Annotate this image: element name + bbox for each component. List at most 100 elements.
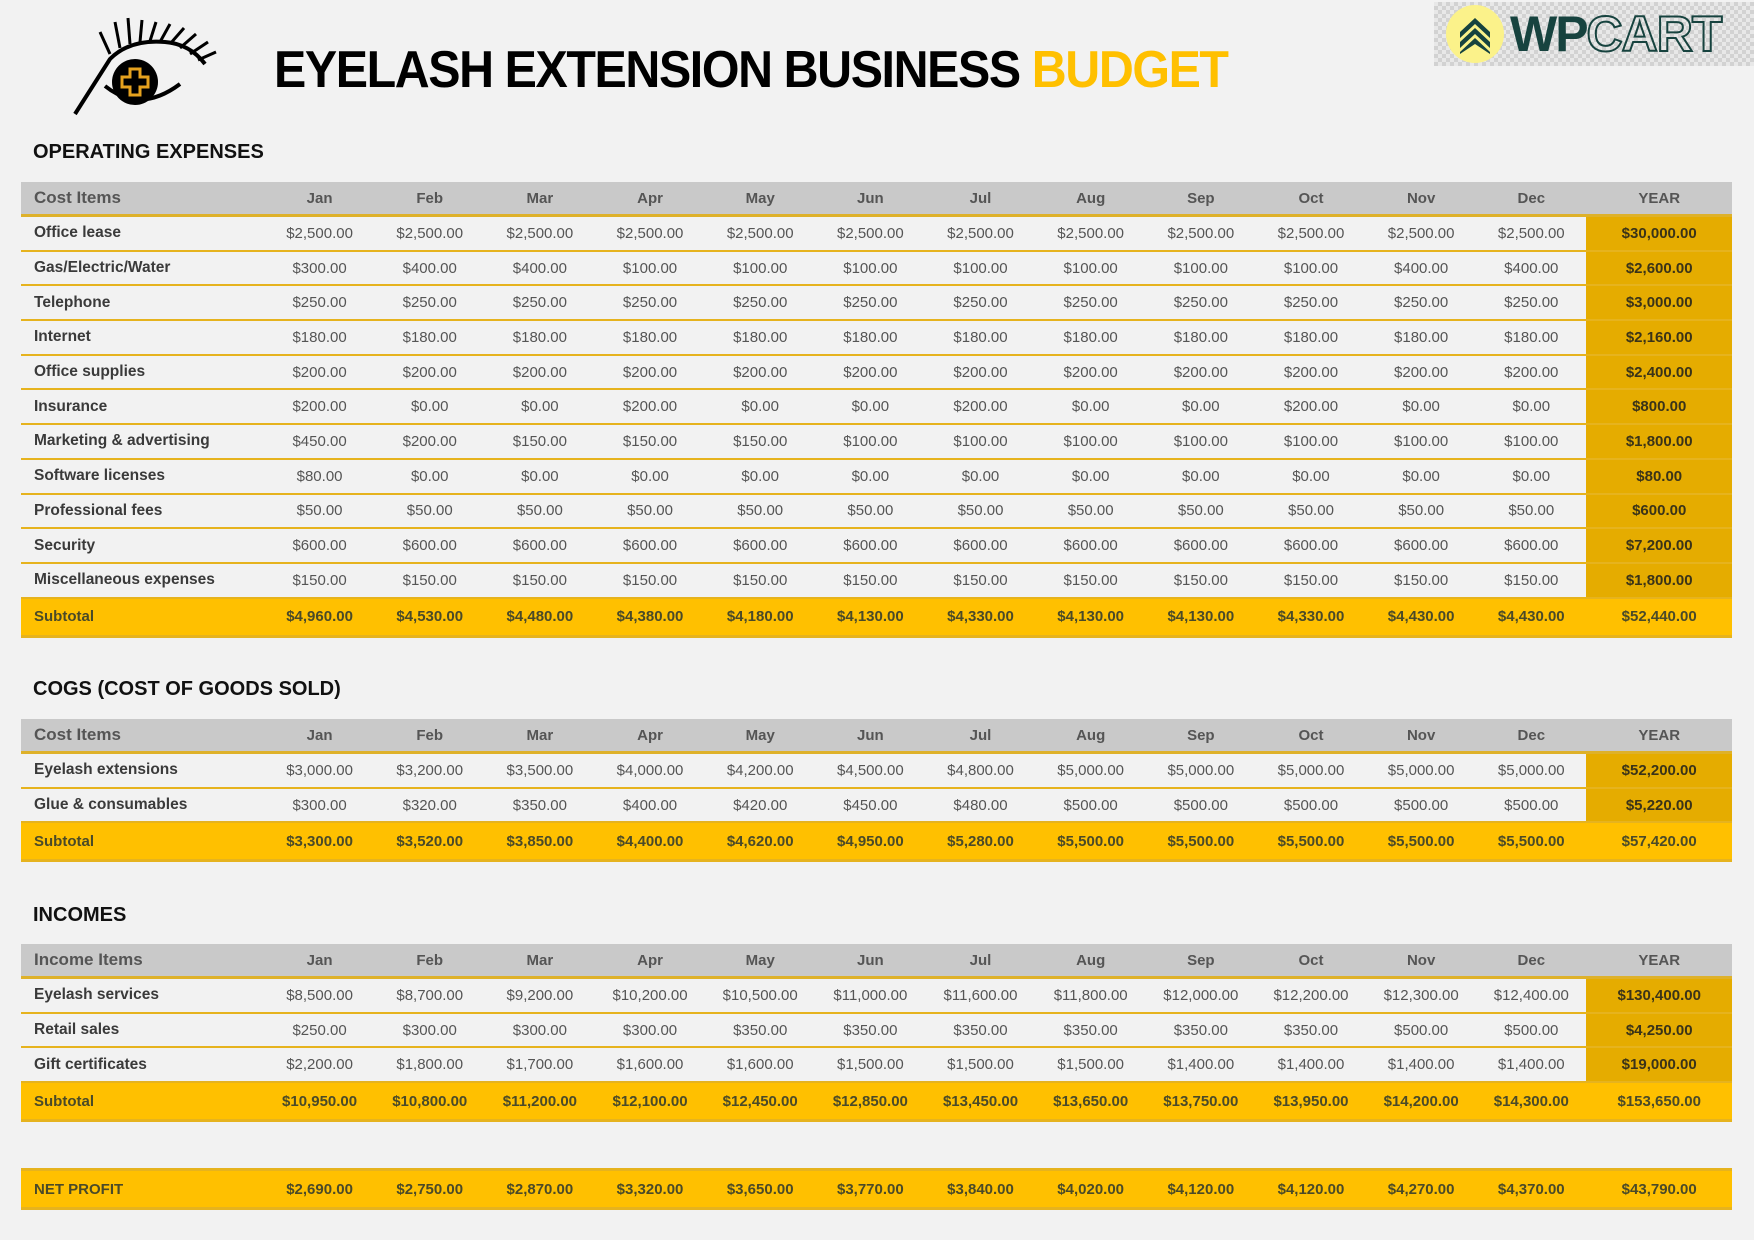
year-total-cell: $600.00 xyxy=(1586,494,1733,528)
table-cell: $2,200.00 xyxy=(286,1056,353,1074)
column-header: May xyxy=(745,951,775,969)
column-header: Apr xyxy=(637,189,663,207)
table-cell: $200.00 xyxy=(1504,363,1559,381)
column-header: Feb xyxy=(416,726,444,744)
column-header: May xyxy=(745,726,775,744)
table-cell: $1,600.00 xyxy=(726,1056,794,1074)
subtotal-cell: $5,500.00 xyxy=(1497,832,1565,850)
row-label: Telephone xyxy=(34,293,111,311)
table-cell: $200.00 xyxy=(402,432,457,450)
subtotal-label: Subtotal xyxy=(34,1092,94,1110)
year-total-cell: $2,400.00 xyxy=(1586,355,1733,389)
table-cell: $200.00 xyxy=(953,398,1008,416)
table-row: Internet $180.00 $180.00 $180.00 $180.00 $180… xyxy=(21,321,1733,356)
table-cell: $200.00 xyxy=(622,398,678,416)
table-row: Glue & consumables $300.00 $320.00 $350.00 $… xyxy=(21,788,1733,824)
subtotal-cell: $4,960.00 xyxy=(286,608,353,626)
table-cell: $250.00 xyxy=(1394,294,1449,312)
column-header: Mar xyxy=(526,726,554,744)
table-cell: $3,500.00 xyxy=(506,761,574,779)
table-cell: $450.00 xyxy=(292,432,347,450)
table-cell: $3,000.00 xyxy=(286,761,353,779)
subtotal-cell: $13,450.00 xyxy=(942,1092,1019,1110)
table-cell: $50.00 xyxy=(737,502,784,520)
table-cell: $150.00 xyxy=(1173,571,1228,589)
subtotal-cell: $4,480.00 xyxy=(506,608,574,626)
table-cell: $9,200.00 xyxy=(506,986,574,1004)
table-cell: $150.00 xyxy=(843,571,898,589)
table-cell: $150.00 xyxy=(733,432,788,450)
subtotal-cell: $13,650.00 xyxy=(1053,1092,1129,1110)
table-cell: $350.00 xyxy=(953,1021,1008,1039)
column-header: Sep xyxy=(1187,189,1215,207)
year-total-cell: $30,000.00 xyxy=(1586,217,1733,250)
year-total-cell: $7,200.00 xyxy=(1586,529,1733,562)
row-label: Office supplies xyxy=(34,363,146,381)
net-profit-row: NET PROFIT $2,690.00 $2,750.00 $2,870.00… xyxy=(21,1168,1733,1210)
subtotal-label: Subtotal xyxy=(34,608,94,626)
row-label: Retail sales xyxy=(34,1021,120,1039)
table-cell: $4,500.00 xyxy=(836,761,904,779)
table-cell: $250.00 xyxy=(402,294,457,312)
table-cell: $500.00 xyxy=(1173,796,1228,814)
table-cell: $100.00 xyxy=(1283,259,1339,277)
table-cell: $150.00 xyxy=(512,571,567,589)
table-cell: $0.00 xyxy=(410,467,449,485)
subtotal-cell: $13,950.00 xyxy=(1273,1092,1349,1110)
year-total-cell: $2,600.00 xyxy=(1586,251,1733,285)
subtotal-cell: $5,500.00 xyxy=(1057,832,1125,850)
table-cell: $200.00 xyxy=(292,398,347,416)
table-cell: $200.00 xyxy=(953,363,1008,381)
table-cell: $180.00 xyxy=(512,328,567,346)
column-header-label: Cost Items xyxy=(34,725,121,744)
column-header: Jan xyxy=(306,951,333,969)
subtotal-cell: $4,430.00 xyxy=(1387,608,1455,626)
table-cell: $0.00 xyxy=(851,398,890,416)
column-header: Aug xyxy=(1076,951,1106,969)
column-header: Jul xyxy=(969,726,992,744)
row-label: Professional fees xyxy=(34,501,163,519)
year-total-cell: $3,000.00 xyxy=(1586,286,1733,320)
table-cell: $400.00 xyxy=(1394,259,1449,277)
subtotal-year: $52,440.00 xyxy=(1586,598,1733,635)
table-cell: $180.00 xyxy=(1063,328,1118,346)
subtotal-row: Subtotal $10,950.00 $10,800.00 $11,200.00 $1… xyxy=(21,1083,1733,1123)
cogs-table: Cost Items Jan Feb Mar Apr May Jun Jul Aug Sep Oct… xyxy=(21,719,1733,863)
table-cell: $180.00 xyxy=(843,328,898,346)
table-cell: $4,000.00 xyxy=(616,761,684,779)
table-cell: $100.00 xyxy=(953,259,1008,277)
column-header: Nov xyxy=(1406,189,1436,207)
subtotal-cell: $4,330.00 xyxy=(947,608,1014,626)
subtotal-cell: $4,330.00 xyxy=(1277,608,1345,626)
chevron-up-icon xyxy=(1446,5,1504,63)
year-total-cell: $19,000.00 xyxy=(1586,1048,1733,1082)
table-cell: $50.00 xyxy=(516,502,563,520)
table-cell: $500.00 xyxy=(1504,796,1559,814)
table-cell: $300.00 xyxy=(292,796,347,814)
year-total-cell: $4,250.00 xyxy=(1586,1013,1733,1047)
table-cell: $250.00 xyxy=(953,294,1008,312)
column-header: Jan xyxy=(306,726,333,744)
table-cell: $180.00 xyxy=(622,328,678,346)
table-cell: $350.00 xyxy=(512,796,567,814)
table-cell: $600.00 xyxy=(1173,537,1228,555)
net-profit-cell: $4,270.00 xyxy=(1387,1180,1455,1198)
table-cell: $2,500.00 xyxy=(506,224,574,242)
table-cell: $50.00 xyxy=(296,502,343,520)
column-header: Apr xyxy=(637,726,663,744)
table-cell: $100.00 xyxy=(1394,432,1449,450)
table-row: Office lease $2,500.00 $2,500.00 $2,500.00 $… xyxy=(21,217,1733,252)
net-profit-cell: $3,320.00 xyxy=(616,1180,684,1198)
brand-logo: WP CART xyxy=(1434,2,1754,66)
net-profit-cell: $4,370.00 xyxy=(1497,1180,1565,1198)
table-cell: $0.00 xyxy=(741,467,779,485)
table-cell: $100.00 xyxy=(733,259,788,277)
table-row: Miscellaneous expenses $150.00 $150.00 $150… xyxy=(21,563,1733,599)
table-cell: $200.00 xyxy=(1283,363,1339,381)
column-header: Mar xyxy=(526,951,554,969)
column-header: Dec xyxy=(1517,189,1546,207)
table-cell: $600.00 xyxy=(512,537,567,555)
net-profit-cell: $3,650.00 xyxy=(726,1180,794,1198)
column-header-label: Income Items xyxy=(34,950,143,969)
subtotal-row: Subtotal $3,300.00 $3,520.00 $3,850.00 $4,40… xyxy=(21,823,1733,863)
